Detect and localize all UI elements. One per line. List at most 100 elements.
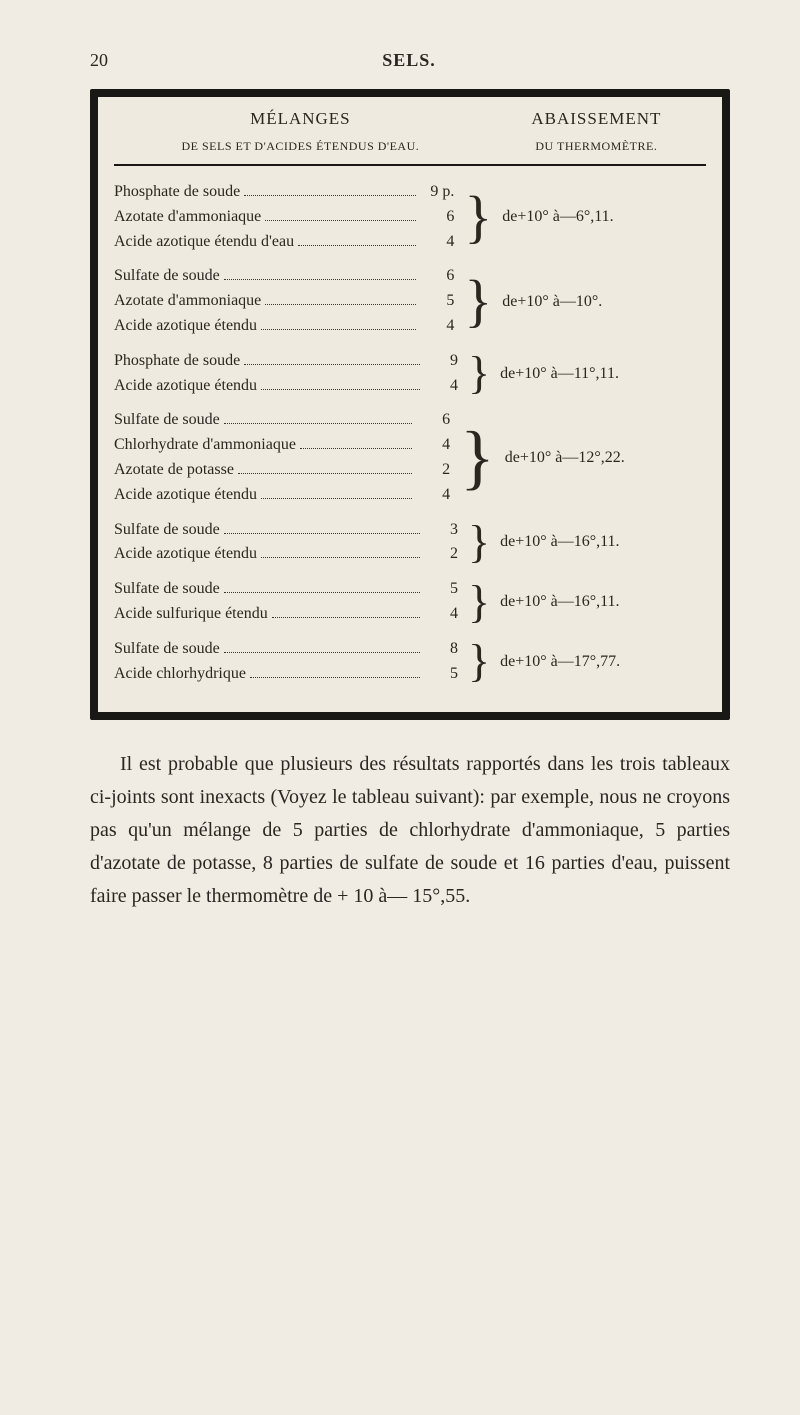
brace-icon: } xyxy=(456,429,499,487)
brace-icon: } xyxy=(460,194,496,240)
ingredient-qty: 2 xyxy=(424,542,464,567)
table-header-right: ABAISSEMENT DU THERMOMÈTRE. xyxy=(487,109,706,154)
ingredient-row: Acide azotique étendu d'eau 4 xyxy=(114,230,460,255)
ingredient-row: Sulfate de soude 6 xyxy=(114,264,460,289)
leader-dots xyxy=(224,411,412,425)
brace-icon: } xyxy=(460,278,496,324)
ingredient-row: Acide azotique étendu 4 xyxy=(114,483,456,508)
ingredient-row: Azotate d'ammoniaque 5 xyxy=(114,289,460,314)
ingredient-name: Chlorhydrate d'ammoniaque xyxy=(114,433,296,458)
ingredient-row: Azotate d'ammoniaque 6 xyxy=(114,205,460,230)
ingredient-name: Acide azotique étendu xyxy=(114,483,257,508)
result-value: de+10° à—10°. xyxy=(496,293,706,311)
ingredients: Phosphate de soude9 Acide azotique étend… xyxy=(114,349,464,399)
mixture-group: Sulfate de soude6 Chlorhydrate d'ammonia… xyxy=(114,408,706,507)
ingredient-qty: 4 xyxy=(424,602,464,627)
ingredient-name: Phosphate de soude xyxy=(114,180,240,205)
ingredient-name: Phosphate de soude xyxy=(114,349,240,374)
brace-icon: } xyxy=(464,584,494,621)
ingredient-row: Acide azotique étendu 2 xyxy=(114,542,464,567)
leader-dots xyxy=(224,579,420,593)
leader-dots xyxy=(238,460,412,474)
ingredient-row: Chlorhydrate d'ammoniaque 4 xyxy=(114,433,456,458)
mixture-group: Sulfate de soude 5 Acide sulfurique étend… xyxy=(114,577,706,627)
leader-dots xyxy=(261,376,420,390)
leader-dots xyxy=(224,267,417,281)
leader-dots xyxy=(272,604,420,618)
ingredient-name: Acide azotique étendu xyxy=(114,542,257,567)
brace-icon: } xyxy=(464,524,494,561)
ingredient-qty: 5 xyxy=(420,289,460,314)
ingredient-qty: 6 xyxy=(420,205,460,230)
ingredient-row: Azotate de potasse 2 xyxy=(114,458,456,483)
leader-dots xyxy=(224,639,420,653)
ingredient-name: Acide azotique étendu xyxy=(114,314,257,339)
ingredient-qty: 8 xyxy=(424,637,464,662)
mixture-group: Sulfate de soude8 Acide chlorhydrique 5 }… xyxy=(114,637,706,687)
leader-dots xyxy=(265,207,416,221)
ingredient-name: Acide azotique étendu d'eau xyxy=(114,230,294,255)
mixture-group: Sulfate de soude6 Azotate d'ammoniaque5 … xyxy=(114,264,706,338)
ingredient-name: Azotate de potasse xyxy=(114,458,234,483)
ingredient-name: Sulfate de soude xyxy=(114,577,220,602)
ingredient-qty: 5 xyxy=(424,662,464,687)
leader-dots xyxy=(244,351,420,365)
ingredient-qty: 4 xyxy=(424,374,464,399)
mixtures-table: MÉLANGES DE SELS ET D'ACIDES ÉTENDUS D'E… xyxy=(90,89,730,720)
ingredient-row: Sulfate de soude 3 xyxy=(114,518,464,543)
mixture-group: Phosphate de soude9 Acide azotique étend… xyxy=(114,349,706,399)
ingredient-row: Phosphate de soude9 xyxy=(114,349,464,374)
ingredient-name: Sulfate de soude xyxy=(114,264,220,289)
ingredient-qty: 5 xyxy=(424,577,464,602)
ingredient-qty: 2 xyxy=(416,458,456,483)
ingredients: Sulfate de soude 5 Acide sulfurique étend… xyxy=(114,577,464,627)
leader-dots xyxy=(250,664,420,678)
table-header-left: MÉLANGES DE SELS ET D'ACIDES ÉTENDUS D'E… xyxy=(114,109,487,154)
result-value: de+10° à—6°,11. xyxy=(496,208,706,226)
table-body: Phosphate de soude 9 p. Azotate d'ammonia… xyxy=(114,166,706,686)
ingredient-qty: 4 xyxy=(420,230,460,255)
ingredient-row: Sulfate de soude6 xyxy=(114,408,456,433)
leader-dots xyxy=(265,291,416,305)
page: 20 SELS. MÉLANGES DE SELS ET D'ACIDES ÉT… xyxy=(0,0,800,973)
paragraph-text: Il est probable que plusieurs des résult… xyxy=(90,748,730,913)
header-right-sub: DU THERMOMÈTRE. xyxy=(487,139,706,154)
result-value: de+10° à—17°,77. xyxy=(494,653,706,671)
leader-dots xyxy=(300,435,412,449)
brace-icon: } xyxy=(464,355,494,392)
leader-dots xyxy=(298,232,416,246)
ingredients: Sulfate de soude 3 Acide azotique étendu 2 xyxy=(114,518,464,568)
ingredients: Sulfate de soude6 Chlorhydrate d'ammonia… xyxy=(114,408,456,507)
ingredient-qty: 4 xyxy=(416,483,456,508)
result-value: de+10° à—16°,11. xyxy=(494,533,706,551)
ingredient-name: Sulfate de soude xyxy=(114,518,220,543)
ingredients: Phosphate de soude 9 p. Azotate d'ammonia… xyxy=(114,180,460,254)
header-left-sub: DE SELS ET D'ACIDES ÉTENDUS D'EAU. xyxy=(114,139,487,154)
ingredient-qty: 3 xyxy=(424,518,464,543)
ingredient-row: Phosphate de soude 9 p. xyxy=(114,180,460,205)
ingredients: Sulfate de soude8 Acide chlorhydrique 5 xyxy=(114,637,464,687)
table-header-row: MÉLANGES DE SELS ET D'ACIDES ÉTENDUS D'E… xyxy=(114,109,706,166)
ingredient-name: Azotate d'ammoniaque xyxy=(114,205,261,230)
ingredient-qty: 6 xyxy=(416,408,456,433)
brace-icon: } xyxy=(464,643,494,680)
ingredient-qty: 4 xyxy=(416,433,456,458)
ingredient-name: Azotate d'ammoniaque xyxy=(114,289,261,314)
ingredient-row: Acide sulfurique étendu 4 xyxy=(114,602,464,627)
ingredient-name: Acide sulfurique étendu xyxy=(114,602,268,627)
leader-dots xyxy=(261,545,420,559)
ingredient-row: Acide azotique étendu4 xyxy=(114,314,460,339)
ingredient-row: Acide azotique étendu 4 xyxy=(114,374,464,399)
ingredient-row: Sulfate de soude8 xyxy=(114,637,464,662)
ingredient-row: Acide chlorhydrique 5 xyxy=(114,662,464,687)
leader-dots xyxy=(224,520,420,534)
ingredient-qty: 6 xyxy=(420,264,460,289)
leader-dots xyxy=(261,316,416,330)
ingredient-qty: 9 p. xyxy=(420,180,460,205)
ingredient-name: Acide azotique étendu xyxy=(114,374,257,399)
ingredient-name: Acide chlorhydrique xyxy=(114,662,246,687)
page-number: 20 xyxy=(90,50,108,71)
leader-dots xyxy=(244,182,416,196)
header-right-title: ABAISSEMENT xyxy=(487,109,706,129)
ingredient-row: Sulfate de soude 5 xyxy=(114,577,464,602)
